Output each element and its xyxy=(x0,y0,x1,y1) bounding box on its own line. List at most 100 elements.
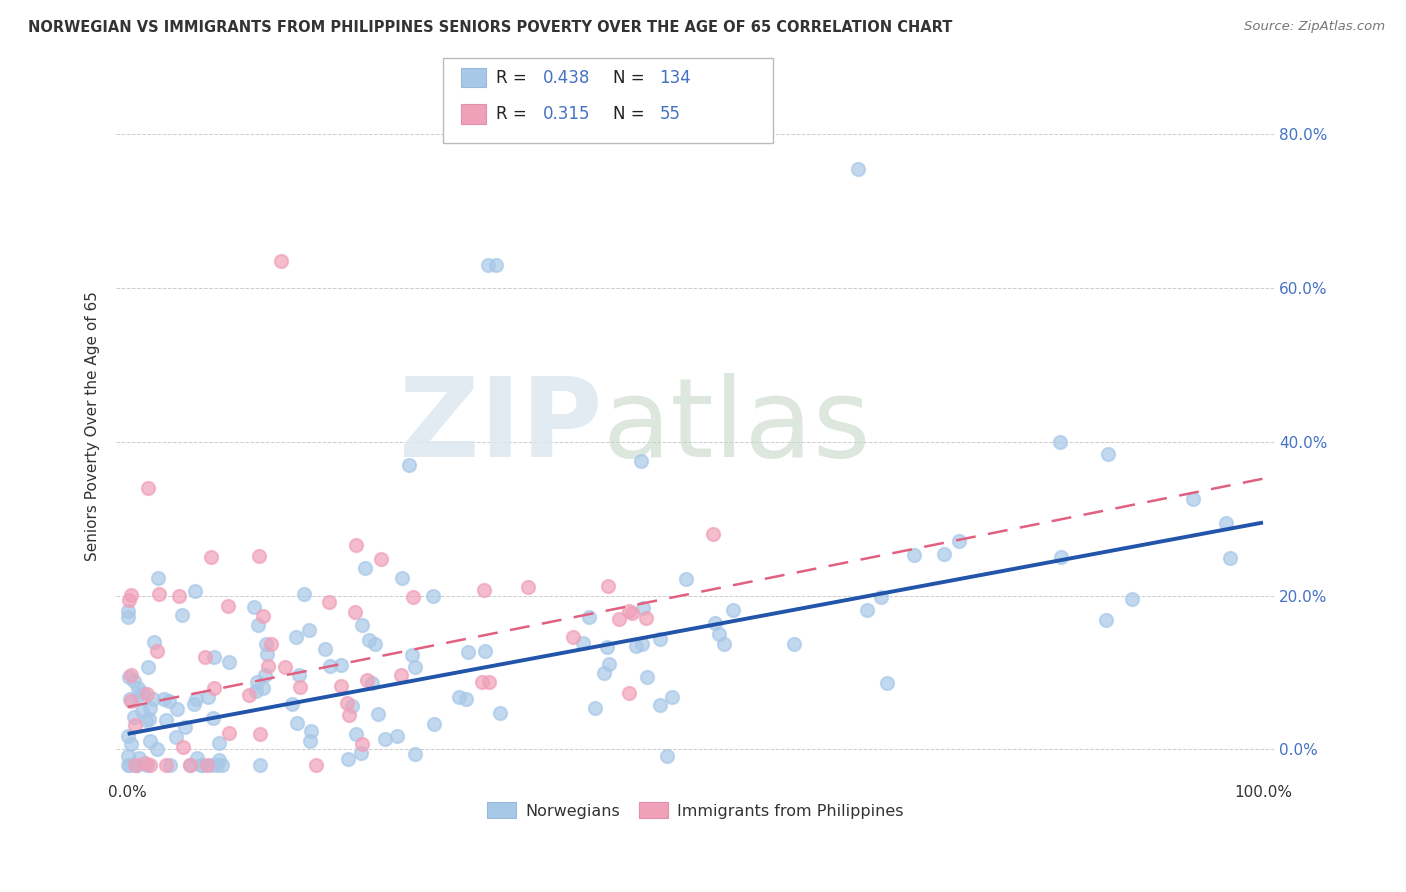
Text: ZIP: ZIP xyxy=(399,373,603,480)
Point xyxy=(124,718,146,732)
Point xyxy=(709,627,731,641)
Point xyxy=(350,618,373,632)
Point xyxy=(457,645,479,659)
Point xyxy=(139,701,162,715)
Point xyxy=(290,680,312,694)
Point xyxy=(205,757,228,772)
Point xyxy=(211,757,233,772)
Point xyxy=(200,757,222,772)
Point xyxy=(596,640,619,654)
Point xyxy=(127,681,149,695)
Point xyxy=(117,609,139,624)
Point xyxy=(617,686,640,700)
Point xyxy=(471,674,494,689)
Point xyxy=(202,711,225,725)
Point xyxy=(170,608,193,623)
Point xyxy=(477,258,499,272)
Point xyxy=(474,643,496,657)
Point xyxy=(120,757,142,772)
Point xyxy=(305,757,328,772)
Point xyxy=(257,658,280,673)
Point xyxy=(361,676,384,690)
Point xyxy=(143,635,166,649)
Point xyxy=(472,582,495,597)
Point xyxy=(675,573,697,587)
Point xyxy=(169,589,191,603)
Point xyxy=(246,617,269,632)
Point xyxy=(247,549,270,564)
Point xyxy=(447,690,470,705)
Point xyxy=(128,688,150,702)
Point xyxy=(636,670,658,684)
Text: R =: R = xyxy=(496,69,533,87)
Point xyxy=(596,579,619,593)
Point xyxy=(120,737,142,751)
Point xyxy=(721,603,744,617)
Point xyxy=(344,605,367,619)
Point xyxy=(270,254,292,268)
Point xyxy=(127,757,149,772)
Point xyxy=(314,642,336,657)
Text: 134: 134 xyxy=(659,69,692,87)
Point xyxy=(713,637,735,651)
Point xyxy=(592,666,614,681)
Point xyxy=(339,708,361,723)
Point xyxy=(131,704,153,718)
Point xyxy=(166,702,188,716)
Point xyxy=(252,608,274,623)
Point xyxy=(117,757,139,772)
Point xyxy=(607,612,630,626)
Point xyxy=(318,659,340,673)
Point xyxy=(243,599,266,614)
Point xyxy=(634,611,657,625)
Text: 0.438: 0.438 xyxy=(543,69,591,87)
Point xyxy=(184,692,207,706)
Point xyxy=(120,694,142,708)
Y-axis label: Seniors Poverty Over the Age of 65: Seniors Poverty Over the Age of 65 xyxy=(86,292,100,561)
Point xyxy=(344,726,367,740)
Point xyxy=(354,561,377,575)
Point xyxy=(404,660,426,674)
Point xyxy=(292,586,315,600)
Point xyxy=(422,716,444,731)
Point xyxy=(1219,551,1241,566)
Point xyxy=(135,713,157,727)
Point xyxy=(404,747,426,761)
Point xyxy=(190,757,212,772)
Point xyxy=(356,673,378,688)
Point xyxy=(657,749,679,764)
Point xyxy=(253,667,276,681)
Point xyxy=(350,746,373,760)
Point xyxy=(422,589,444,603)
Point xyxy=(948,533,970,548)
Point xyxy=(626,640,648,654)
Point xyxy=(578,609,600,624)
Point xyxy=(238,689,260,703)
Point xyxy=(155,713,177,727)
Point xyxy=(1095,613,1118,627)
Point xyxy=(702,526,724,541)
Point xyxy=(340,698,363,713)
Point xyxy=(631,601,654,615)
Point xyxy=(146,742,169,756)
Point xyxy=(195,757,218,772)
Point xyxy=(124,757,146,772)
Text: N =: N = xyxy=(613,69,650,87)
Point xyxy=(260,637,283,651)
Point xyxy=(208,753,231,767)
Point xyxy=(128,751,150,765)
Point xyxy=(117,604,139,618)
Point xyxy=(478,675,501,690)
Point xyxy=(218,655,240,669)
Point xyxy=(186,751,208,765)
Point xyxy=(398,458,420,472)
Point xyxy=(152,692,174,706)
Point xyxy=(932,548,955,562)
Point xyxy=(136,481,159,495)
Point xyxy=(287,715,309,730)
Text: NORWEGIAN VS IMMIGRANTS FROM PHILIPPINES SENIORS POVERTY OVER THE AGE OF 65 CORR: NORWEGIAN VS IMMIGRANTS FROM PHILIPPINES… xyxy=(28,20,952,35)
Point xyxy=(869,590,891,604)
Point xyxy=(218,726,240,740)
Point xyxy=(359,633,381,648)
Point xyxy=(401,648,423,662)
